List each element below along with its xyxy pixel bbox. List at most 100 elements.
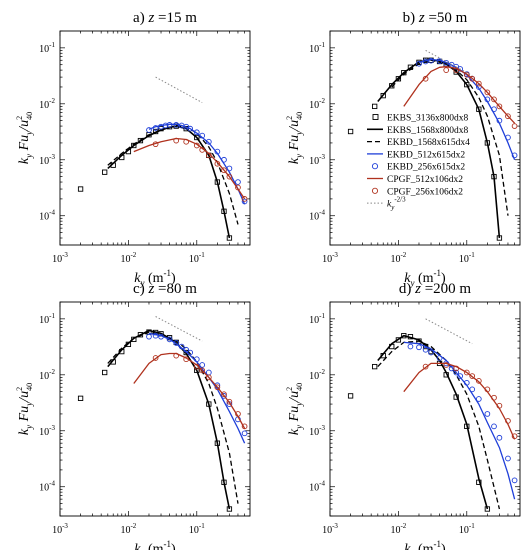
series-cpgf-256x106dx2-point xyxy=(484,89,491,96)
series-ekbd-256x615dx2-point xyxy=(187,125,194,132)
panel-title: a) z =15 m xyxy=(133,10,197,26)
series-cpgf-256x106dx2-point xyxy=(443,362,450,368)
series-cpgf-256x106dx2-point xyxy=(484,386,491,393)
title-var: z xyxy=(414,281,421,297)
y-tick-label: 10-4 xyxy=(39,480,55,494)
series-cpgf-256x106dx2-point xyxy=(505,113,511,120)
series-cpgf-256x106dx2-point xyxy=(152,141,159,148)
x-tick-label: 10-2 xyxy=(120,522,136,536)
series-cpgf-256x106dx2-point xyxy=(193,363,200,370)
x-axis-label: ky (m-1) xyxy=(404,268,446,288)
series-cpgf-256x106dx2-point xyxy=(214,384,221,391)
title-value: =200 m xyxy=(421,281,471,297)
series-cpgf-256x106dx2-point xyxy=(226,398,233,405)
legend-entry: ky-2/3 xyxy=(367,196,406,212)
series-ekbs-3136x800dx8-point xyxy=(77,395,84,401)
axes-frame xyxy=(329,30,521,246)
y-tick-label: 10-3 xyxy=(309,153,325,167)
series-ekbd-256x615dx2-point xyxy=(422,58,429,65)
series-ekbd-256x615dx2-point xyxy=(166,336,173,343)
series-ekbs-1568x800dx8-line xyxy=(377,334,489,510)
x-tick-label: 10-2 xyxy=(120,251,136,265)
series-ekbd-256x615dx2-point xyxy=(193,356,200,363)
series-ekbd-256x615dx2-point xyxy=(146,127,152,133)
legend-square-swatch xyxy=(372,114,379,120)
legend-label: ky-2/3 xyxy=(387,196,406,212)
series-cpgf-256x106dx2-point xyxy=(453,67,460,73)
series-ekbd-256x615dx2-point xyxy=(484,96,491,103)
series-ekbd-256x615dx2-point xyxy=(146,333,152,340)
series-ekbd-256x615dx2-point xyxy=(241,430,248,437)
series-cpgf-256x106dx2-point xyxy=(496,103,503,110)
series-cpgf-256x106dx2-point xyxy=(463,369,470,376)
y-tick-label: 10-1 xyxy=(309,312,325,326)
series-cpgf-256x106dx2-point xyxy=(221,391,227,398)
legend-entry: CPGF_512x106dx2 xyxy=(367,175,463,185)
series-ekbs-3136x800dx8-point xyxy=(347,128,354,135)
series-ekbd-512x615dx2-line xyxy=(148,332,246,444)
series-ekbd-256x615dx2-point xyxy=(511,477,518,484)
series-k-y-2-3-line xyxy=(155,316,203,342)
series-cpgf-256x106dx2-point xyxy=(193,142,200,149)
series-ekbd-256x615dx2-point xyxy=(193,129,200,136)
x-tick-label: 10-3 xyxy=(52,251,68,265)
series-ekbd-256x615dx2-point xyxy=(205,369,212,376)
y-tick-label: 10-1 xyxy=(39,312,55,326)
series-cpgf-256x106dx2-point xyxy=(496,402,503,409)
title-value: =15 m xyxy=(154,10,197,26)
y-axis-label: ky Fuy/u240 xyxy=(15,112,34,164)
x-tick-label: 10-1 xyxy=(459,522,475,536)
series-ekbs-3136x800dx8-point xyxy=(102,169,108,175)
series-cpgf-256x106dx2-point xyxy=(511,433,518,440)
series-k-y-2-3-line xyxy=(425,318,473,345)
series-ekbd-256x615dx2-point xyxy=(407,343,414,350)
series-ekbd-256x615dx2-point xyxy=(173,122,180,128)
series-cpgf-256x106dx2-point xyxy=(173,352,180,359)
series-cpgf-256x106dx2-point xyxy=(475,80,482,87)
title-value: =50 m xyxy=(425,10,468,26)
y-axis-label: ky Fuy/u240 xyxy=(285,112,304,164)
series-cpgf-256x106dx2-point xyxy=(453,365,460,372)
series-cpgf-256x106dx2-point xyxy=(422,75,429,82)
series-cpgf-256x106dx2-point xyxy=(214,160,221,167)
series-cpgf-256x106dx2-point xyxy=(235,411,241,417)
x-tick-label: 10-3 xyxy=(52,522,68,536)
series-ekbd-256x615dx2-point xyxy=(469,386,476,393)
series-cpgf-256x106dx2-point xyxy=(241,196,248,202)
series-cpgf-256x106dx2-point xyxy=(491,394,497,401)
series-cpgf-256x106dx2-point xyxy=(475,377,482,384)
series-ekbs-3136x800dx8-point xyxy=(77,186,84,192)
series-ekbd-256x615dx2-point xyxy=(178,343,185,350)
series-cpgf-256x106dx2-point xyxy=(241,423,248,430)
series-ekbd-256x615dx2-point xyxy=(221,156,227,163)
legend-label: EKBD_512x615dx2 xyxy=(387,150,465,160)
series-cpgf-256x106dx2-point xyxy=(511,123,518,129)
series-ekbd-256x615dx2-point xyxy=(436,355,443,361)
panel-label: b) xyxy=(403,10,419,26)
x-tick-label: 10-3 xyxy=(322,251,338,265)
series-ekbd-256x615dx2-point xyxy=(241,198,248,205)
panel-1: a) z =15 m 10-3 10-2 10-1 10-4 10-3 10-2 10-1 ky… xyxy=(15,10,251,288)
series-cpgf-512x106dx2-line xyxy=(403,362,516,440)
title-var: z xyxy=(147,10,154,26)
series-cpgf-256x106dx2-point xyxy=(199,367,206,374)
series-cpgf-256x106dx2-point xyxy=(505,418,511,424)
panel-label: c) xyxy=(133,281,148,297)
series-ekbd-256x615dx2-point xyxy=(457,373,464,379)
legend-label: EKBD_256x615dx2 xyxy=(387,163,465,173)
y-tick-label: 10-4 xyxy=(309,480,325,494)
series-ekbd-256x615dx2-point xyxy=(496,434,503,441)
legend-label: EKBS_3136x800dx8 xyxy=(387,114,469,124)
series-ekbd-256x615dx2-point xyxy=(496,117,503,124)
series-ekbs-3136x800dx8-point xyxy=(372,363,378,370)
series-ekbd-256x615dx2-point xyxy=(183,346,190,353)
x-tick-label: 10-1 xyxy=(189,522,205,536)
series-ekbd-256x615dx2-point xyxy=(491,423,497,430)
y-tick-label: 10-4 xyxy=(309,209,325,223)
series-ekbd-256x615dx2-point xyxy=(428,349,434,356)
series-ekbd-256x615dx2-point xyxy=(187,349,194,356)
series-cpgf-256x106dx2-point xyxy=(183,356,190,363)
series-cpgf-256x106dx2-point xyxy=(152,355,159,361)
series-ekbd-256x615dx2-point xyxy=(505,455,511,462)
